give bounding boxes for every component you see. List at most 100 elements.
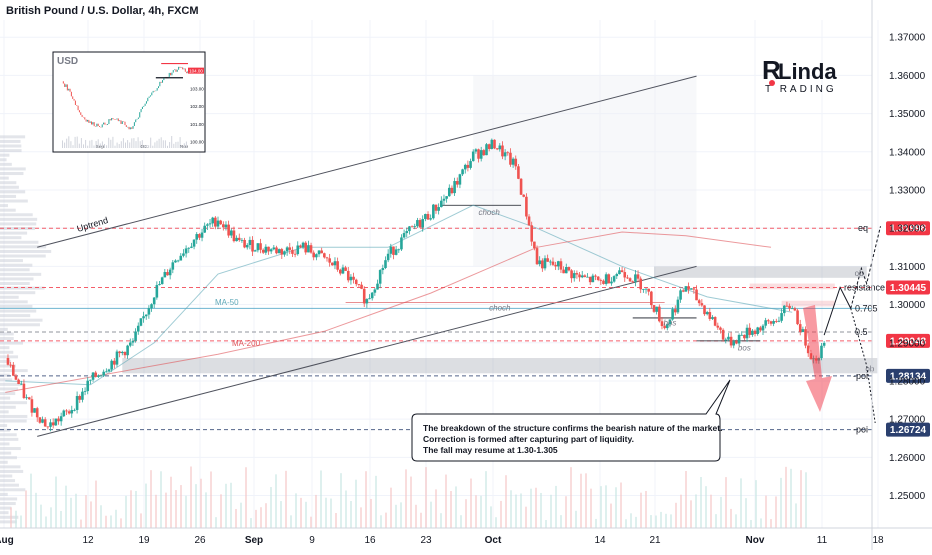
candle-body[interactable] xyxy=(216,220,220,227)
candle-body[interactable] xyxy=(591,275,595,283)
candle-body[interactable] xyxy=(163,272,167,278)
candle-body[interactable] xyxy=(320,250,323,254)
candle-body[interactable] xyxy=(357,284,361,285)
candle-body[interactable] xyxy=(22,383,26,398)
candle-body[interactable] xyxy=(445,196,448,199)
candle-body[interactable] xyxy=(19,383,23,385)
candle-body[interactable] xyxy=(352,276,355,280)
candle-body[interactable] xyxy=(735,341,738,344)
candle-body[interactable] xyxy=(65,410,68,412)
candle-body[interactable] xyxy=(309,245,313,253)
candle-body[interactable] xyxy=(583,275,587,277)
candle-body[interactable] xyxy=(392,246,395,255)
candle-body[interactable] xyxy=(288,247,292,250)
candle-body[interactable] xyxy=(38,417,42,423)
candle-body[interactable] xyxy=(743,334,746,339)
candle-body[interactable] xyxy=(612,276,616,282)
candle-body[interactable] xyxy=(772,321,775,324)
candle-body[interactable] xyxy=(455,181,459,185)
candle-body[interactable] xyxy=(227,224,230,236)
candle-body[interactable] xyxy=(700,303,704,306)
candle-body[interactable] xyxy=(517,166,520,179)
candle-body[interactable] xyxy=(511,158,515,165)
candle-body[interactable] xyxy=(527,216,531,226)
candle-body[interactable] xyxy=(384,260,387,268)
candle-body[interactable] xyxy=(261,249,265,253)
candle-body[interactable] xyxy=(668,319,672,325)
candle-body[interactable] xyxy=(580,275,584,278)
candle-body[interactable] xyxy=(458,174,462,185)
candle-body[interactable] xyxy=(251,239,254,252)
candle-body[interactable] xyxy=(107,369,111,372)
candle-body[interactable] xyxy=(485,144,488,156)
candle-body[interactable] xyxy=(453,181,456,194)
candle-body[interactable] xyxy=(62,410,66,417)
candle-body[interactable] xyxy=(152,297,156,305)
candle-body[interactable] xyxy=(586,276,589,278)
candle-body[interactable] xyxy=(54,418,58,426)
candle-body[interactable] xyxy=(572,273,576,279)
candle-body[interactable] xyxy=(179,255,183,261)
candle-body[interactable] xyxy=(115,351,119,365)
candle-body[interactable] xyxy=(272,247,276,250)
candle-body[interactable] xyxy=(323,253,326,258)
candle-body[interactable] xyxy=(368,298,371,300)
candle-body[interactable] xyxy=(615,274,619,277)
candle-body[interactable] xyxy=(804,329,807,346)
candle-body[interactable] xyxy=(663,326,666,329)
candle-body[interactable] xyxy=(748,327,752,335)
candle-body[interactable] xyxy=(328,258,331,263)
candle-body[interactable] xyxy=(461,169,464,175)
candle-body[interactable] xyxy=(509,152,512,165)
candle-body[interactable] xyxy=(421,219,425,228)
candle-body[interactable] xyxy=(788,305,791,309)
candle-body[interactable] xyxy=(626,277,629,279)
candle-body[interactable] xyxy=(315,254,318,258)
candle-body[interactable] xyxy=(370,292,374,299)
candle-body[interactable] xyxy=(554,264,557,267)
candle-body[interactable] xyxy=(134,331,137,341)
candle-body[interactable] xyxy=(440,200,443,208)
candle-body[interactable] xyxy=(434,204,438,211)
candle-body[interactable] xyxy=(136,325,140,332)
candle-body[interactable] xyxy=(91,372,95,380)
candle-body[interactable] xyxy=(128,342,132,346)
candle-body[interactable] xyxy=(333,261,337,266)
candle-body[interactable] xyxy=(716,325,720,328)
candle-body[interactable] xyxy=(171,262,175,270)
candle-body[interactable] xyxy=(317,250,321,255)
candle-body[interactable] xyxy=(362,288,366,304)
candle-body[interactable] xyxy=(623,272,627,278)
candle-body[interactable] xyxy=(477,149,480,159)
candle-body[interactable] xyxy=(33,408,36,413)
candle-body[interactable] xyxy=(206,224,209,226)
candle-body[interactable] xyxy=(83,391,87,392)
candle-body[interactable] xyxy=(219,220,222,225)
candle-body[interactable] xyxy=(105,371,108,373)
candle-body[interactable] xyxy=(296,245,300,255)
candle-body[interactable] xyxy=(679,290,682,300)
candle-body[interactable] xyxy=(541,260,544,269)
candle-body[interactable] xyxy=(753,330,757,334)
candle-body[interactable] xyxy=(285,247,289,252)
candle-body[interactable] xyxy=(469,161,472,168)
candle-body[interactable] xyxy=(325,257,329,259)
candle-body[interactable] xyxy=(43,419,47,427)
candle-body[interactable] xyxy=(354,279,358,285)
candle-body[interactable] xyxy=(331,262,334,266)
candle-body[interactable] xyxy=(126,345,129,356)
candle-body[interactable] xyxy=(41,419,44,423)
candle-body[interactable] xyxy=(200,232,204,238)
candle-body[interactable] xyxy=(144,314,148,317)
candle-body[interactable] xyxy=(618,270,621,275)
price-tag[interactable] xyxy=(886,422,930,437)
candle-body[interactable] xyxy=(695,289,698,301)
candle-body[interactable] xyxy=(785,305,789,307)
candle-body[interactable] xyxy=(182,253,185,256)
candle-body[interactable] xyxy=(386,253,390,261)
candle-body[interactable] xyxy=(628,278,632,282)
candle-body[interactable] xyxy=(596,276,600,281)
candle-body[interactable] xyxy=(543,258,547,269)
